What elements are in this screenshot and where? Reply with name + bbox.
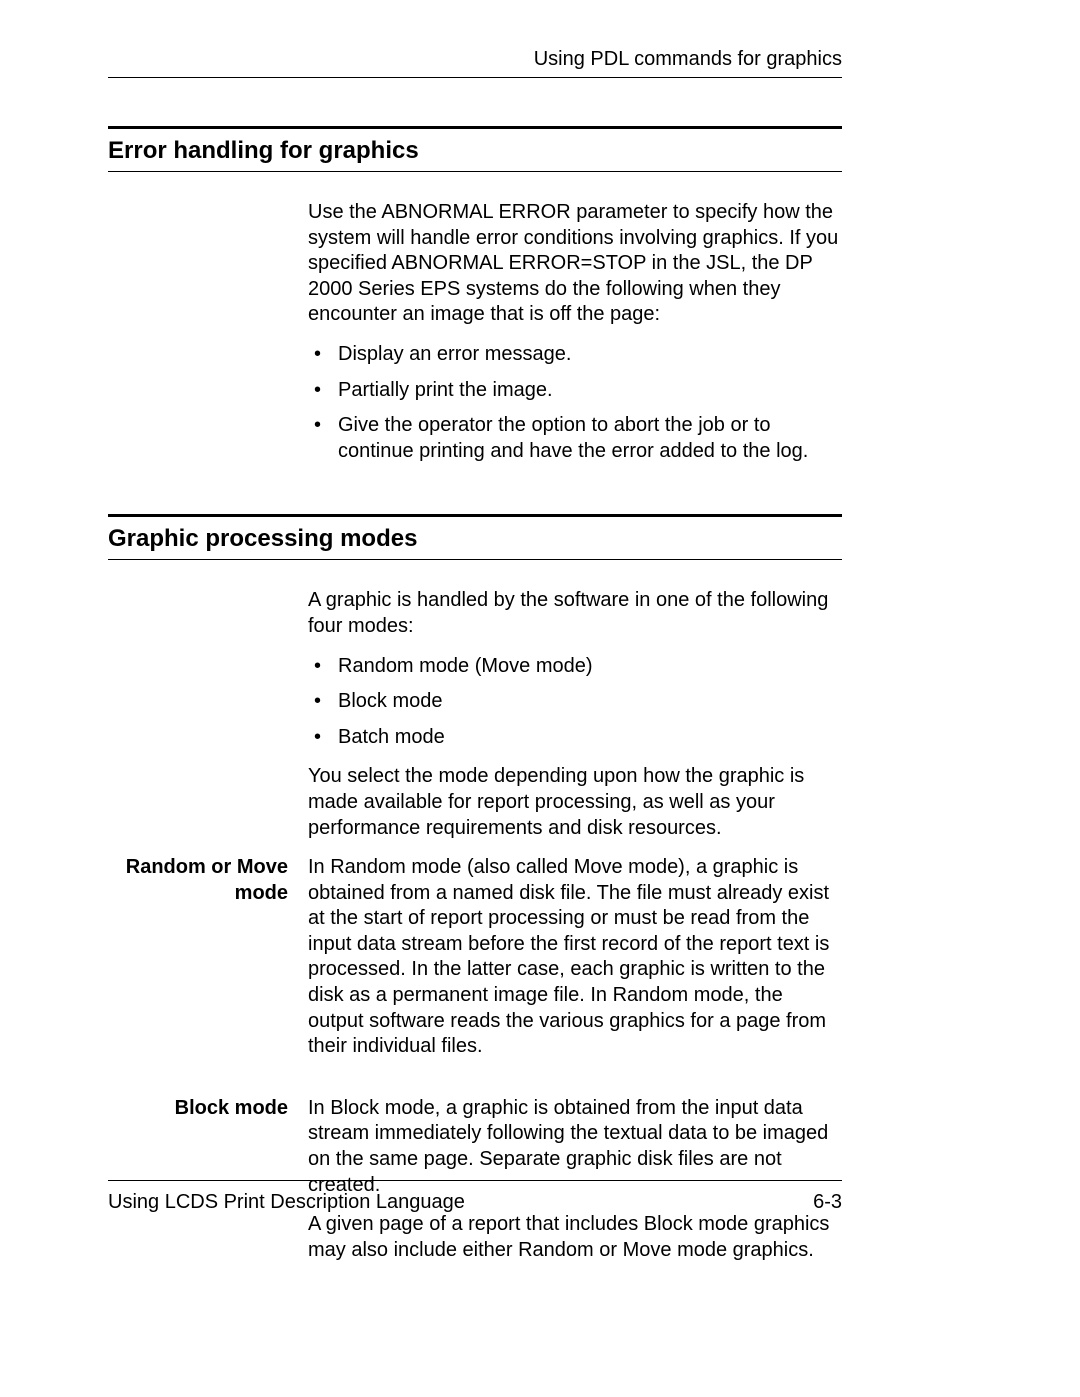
outro-paragraph: You select the mode depending upon how t… xyxy=(308,764,842,841)
bullet-list: Display an error message. Partially prin… xyxy=(308,342,842,464)
bullet-item: Batch mode xyxy=(308,725,842,751)
subsection-random-move-mode: Random or Move mode In Random mode (also… xyxy=(108,855,842,1074)
section-body: A graphic is handled by the software in … xyxy=(308,588,842,841)
page-footer: Using LCDS Print Description Language 6-… xyxy=(108,1180,842,1214)
footer-rule: Using LCDS Print Description Language 6-… xyxy=(108,1180,842,1214)
bullet-item: Display an error message. xyxy=(308,342,842,368)
bullet-item: Partially print the image. xyxy=(308,378,842,404)
page-content: Using PDL commands for graphics Error ha… xyxy=(108,48,842,1327)
intro-paragraph: A graphic is handled by the software in … xyxy=(308,588,842,639)
paragraph: A given page of a report that includes B… xyxy=(308,1212,842,1263)
section-title: Error handling for graphics xyxy=(108,129,842,172)
bullet-list: Random mode (Move mode) Block mode Batch… xyxy=(308,654,842,751)
footer-right: 6-3 xyxy=(813,1191,842,1214)
intro-paragraph: Use the ABNORMAL ERROR parameter to spec… xyxy=(308,200,842,328)
footer-left: Using LCDS Print Description Language xyxy=(108,1191,465,1214)
subsection-label: Random or Move mode xyxy=(108,855,308,1074)
bullet-item: Random mode (Move mode) xyxy=(308,654,842,680)
paragraph: In Random mode (also called Move mode), … xyxy=(308,855,842,1060)
running-head-text: Using PDL commands for graphics xyxy=(108,48,842,71)
section-graphic-processing-modes: Graphic processing modes A graphic is ha… xyxy=(108,514,842,1277)
bullet-item: Block mode xyxy=(308,689,842,715)
bullet-item: Give the operator the option to abort th… xyxy=(308,413,842,464)
section-body: Use the ABNORMAL ERROR parameter to spec… xyxy=(308,200,842,464)
subsection-body: In Random mode (also called Move mode), … xyxy=(308,855,842,1074)
section-error-handling: Error handling for graphics Use the ABNO… xyxy=(108,126,842,464)
running-head: Using PDL commands for graphics xyxy=(108,48,842,78)
section-title: Graphic processing modes xyxy=(108,517,842,560)
